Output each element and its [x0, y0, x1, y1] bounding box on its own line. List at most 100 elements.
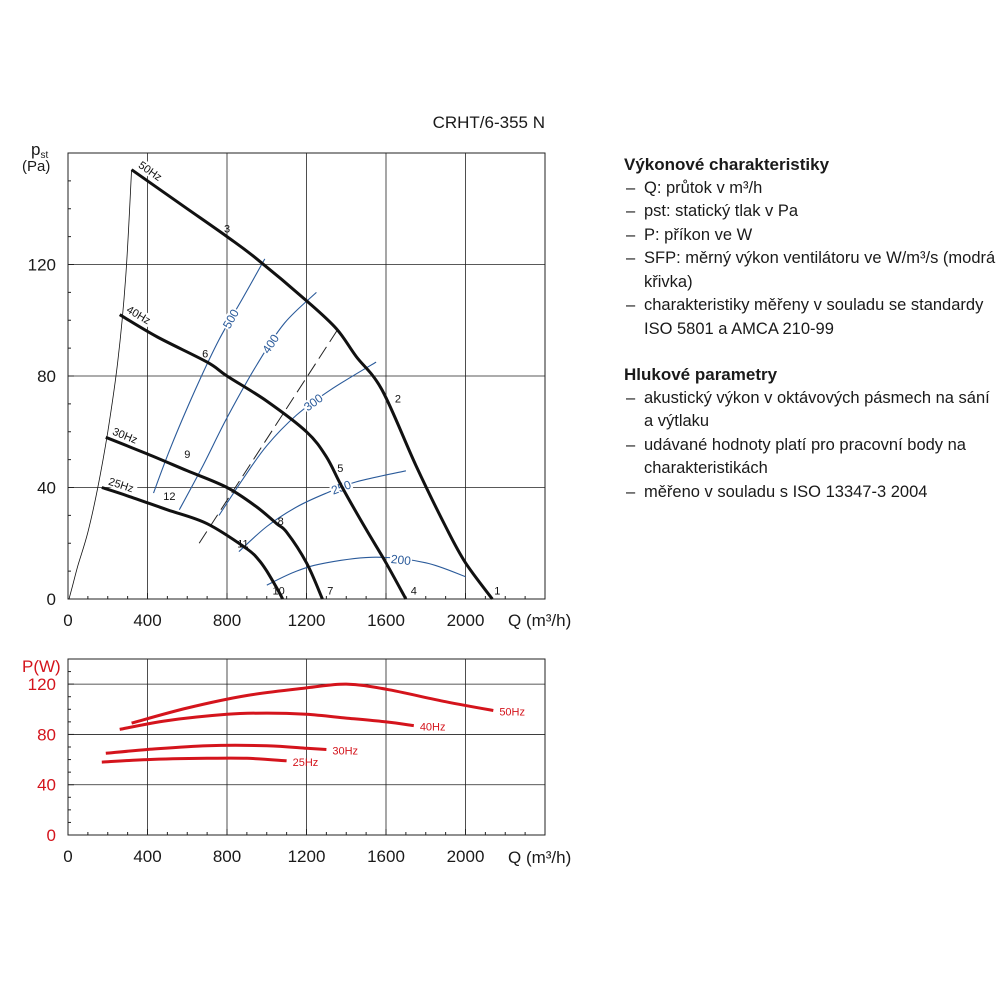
bullet-dash: – — [626, 435, 636, 454]
freq-label-bg — [135, 157, 168, 185]
y-tick-label: 80 — [37, 367, 56, 386]
freq-label-bg — [123, 302, 156, 329]
y-tick-label: 40 — [37, 776, 56, 795]
x-tick-label: 1600 — [367, 847, 405, 866]
dashed-efficiency-line — [198, 328, 339, 544]
performance-list: – Q: průtok v m³/h – pst: statický tlak v … — [624, 177, 996, 342]
x-tick-label: 800 — [213, 847, 241, 866]
y-axis-label-main: p — [31, 140, 40, 159]
legend-item-p: – P: příkon ve W — [624, 224, 996, 248]
freq-label-bg — [110, 424, 143, 447]
operating-point-3: 3 — [224, 223, 230, 235]
legend-item-text: P: příkon ve W — [644, 225, 753, 244]
legend-item-text: měřeno v souladu s ISO 13347-3 2004 — [644, 482, 928, 501]
power-curve-40Hz — [119, 711, 414, 731]
y-axis-label: pst — [31, 140, 48, 161]
pressure-curve-50Hz — [130, 168, 494, 600]
sfp-curve-400 — [178, 292, 317, 511]
pressure-curve-25Hz — [101, 486, 284, 600]
legend-item-acoustic: – akustický výkon v oktávových pásmech na… — [624, 387, 996, 434]
operating-point-11: 11 — [237, 538, 248, 550]
legend-item-text: Q: průtok v m³/h — [644, 178, 763, 197]
operating-point-7: 7 — [327, 586, 333, 598]
x-tick-label: 0 — [63, 611, 72, 630]
legend-item-sfp: – SFP: měrný výkon ventilátoru ve W/m³/s … — [624, 247, 996, 294]
y-tick-label: 120 — [28, 675, 56, 694]
operating-point-4: 4 — [411, 586, 417, 598]
legend-item-text: charakteristiky měřeny v souladu se stan… — [644, 296, 984, 338]
x-tick-label: 400 — [133, 847, 161, 866]
pressure-curve-30Hz — [105, 435, 324, 600]
x-tick-label: 400 — [133, 611, 161, 630]
sfp-label-bg — [301, 391, 326, 414]
legend-item-operating: – udávané hodnoty platí pro pracovní body… — [624, 434, 996, 481]
sfp-label-200: 200 — [390, 552, 412, 568]
bullet-dash: – — [626, 178, 636, 197]
power-label-40Hz: 40Hz — [420, 722, 446, 734]
sfp-curve-300 — [218, 361, 377, 516]
sfp-curve-250 — [238, 470, 407, 553]
y-axis-label: P(W) — [22, 657, 61, 676]
y-tick-label: 120 — [28, 256, 56, 275]
freq-label-bg — [106, 474, 139, 496]
legend-item-text: akustický výkon v oktávových pásmech na … — [644, 388, 990, 431]
legend-item-iso: – měřeno v souladu s ISO 13347-3 2004 — [624, 481, 996, 505]
operating-point-5: 5 — [337, 463, 343, 475]
noise-list: – akustický výkon v oktávových pásmech na… — [624, 387, 996, 505]
x-tick-label: 1200 — [288, 611, 326, 630]
legend-item-q: – Q: průtok v m³/h — [624, 177, 996, 201]
x-axis-label: Q (m³/h) — [508, 611, 571, 630]
bullet-dash: – — [626, 202, 636, 220]
freq-label-40Hz: 40Hz — [124, 304, 152, 327]
y-tick-label: 0 — [47, 826, 56, 845]
y-axis-label-sub: st — [40, 150, 48, 161]
sfp-label-400: 400 — [259, 331, 282, 356]
power-curve-25Hz — [101, 756, 287, 764]
operating-point-6: 6 — [202, 349, 208, 361]
power-label-30Hz: 30Hz — [332, 746, 358, 758]
pressure-curve-40Hz — [118, 313, 408, 600]
operating-point-8: 8 — [278, 516, 284, 528]
y-tick-label: 40 — [37, 479, 56, 498]
legend-item-text: SFP: měrný výkon ventilátoru ve W/m³/s (… — [644, 249, 996, 291]
x-axis-label: Q (m³/h) — [508, 848, 571, 867]
system-curve — [68, 169, 132, 600]
bullet-dash: – — [626, 482, 636, 501]
sfp-curve-200 — [266, 556, 466, 586]
x-tick-label: 0 — [63, 847, 72, 866]
power-label-25Hz: 25Hz — [293, 757, 319, 769]
operating-point-10: 10 — [273, 586, 285, 598]
sfp-label-bg — [389, 552, 413, 568]
x-tick-label: 1600 — [367, 611, 405, 630]
performance-heading: Výkonové charakteristiky — [624, 155, 830, 174]
power-label-50Hz: 50Hz — [499, 707, 525, 719]
legend-panel: Výkonové charakteristiky – Q: průtok v m³… — [624, 153, 996, 504]
legend-item-pst: – pst: statický tlak v Pa — [624, 200, 996, 224]
operating-point-12: 12 — [163, 491, 175, 503]
operating-point-1: 1 — [494, 586, 500, 598]
sfp-label-300: 300 — [301, 391, 326, 414]
noise-heading: Hlukové parametry — [624, 365, 778, 384]
legend-item-text: pst: statický tlak v Pa — [644, 202, 799, 220]
x-tick-label: 2000 — [447, 611, 485, 630]
power-curve-50Hz — [131, 682, 494, 725]
bullet-dash: – — [626, 249, 636, 267]
operating-point-9: 9 — [184, 449, 190, 461]
sfp-label-bg — [220, 306, 242, 332]
operating-point-2: 2 — [395, 393, 401, 405]
x-tick-label: 1200 — [288, 847, 326, 866]
sfp-curve-500 — [152, 258, 266, 494]
bullet-dash: – — [626, 388, 636, 407]
sfp-label-bg — [259, 331, 282, 357]
power-curve-30Hz — [105, 743, 327, 755]
legend-item-standards: – charakteristiky měřeny v souladu se sta… — [624, 294, 996, 341]
x-tick-label: 2000 — [447, 847, 485, 866]
y-tick-label: 80 — [37, 725, 56, 744]
x-tick-label: 800 — [213, 611, 241, 630]
sfp-label-500: 500 — [220, 306, 242, 331]
bullet-dash: – — [626, 225, 636, 244]
model-title: CRHT/6-355 N — [433, 113, 545, 132]
